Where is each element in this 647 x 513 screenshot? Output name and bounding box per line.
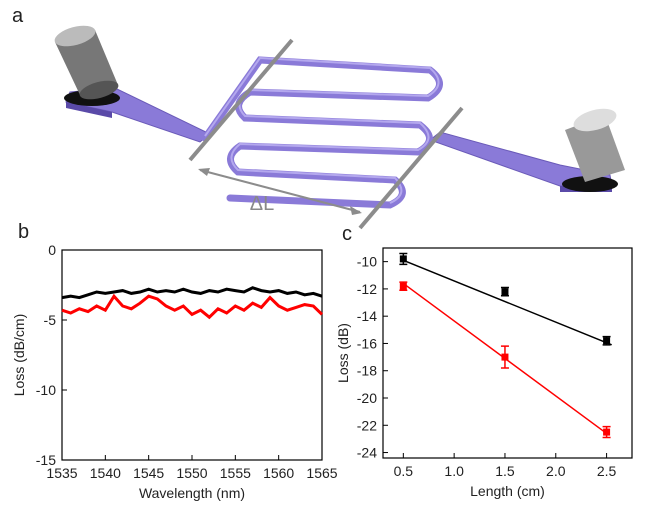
x-tick-label: 0.5 <box>394 463 414 479</box>
x-axis-label: Length (cm) <box>470 483 545 499</box>
delta-l-label: ΔL <box>250 193 274 215</box>
y-tick-label: -20 <box>357 390 377 406</box>
data-point <box>399 255 407 263</box>
data-point <box>501 288 509 296</box>
x-tick-label: 1.0 <box>444 463 464 479</box>
x-tick-label: 1535 <box>46 465 77 481</box>
data-point <box>501 353 509 361</box>
x-axis-label: Wavelength (nm) <box>139 485 245 501</box>
y-tick-label: -12 <box>357 281 377 297</box>
data-line <box>61 293 324 320</box>
data-point <box>603 337 611 345</box>
plot-frame <box>61 249 323 461</box>
data-line <box>61 286 323 300</box>
panel-label: c <box>342 223 352 245</box>
y-tick-label: 0 <box>48 242 56 258</box>
y-axis-label: Loss (dB/cm) <box>11 314 27 396</box>
y-tick-label: -24 <box>357 445 377 461</box>
x-tick-label: 1560 <box>263 465 294 481</box>
y-tick-label: -14 <box>357 308 377 324</box>
y-axis-label: Loss (dB) <box>335 323 351 383</box>
x-tick-label: 1540 <box>90 465 121 481</box>
x-tick-label: 2.5 <box>597 463 617 479</box>
y-tick-label: -18 <box>357 363 377 379</box>
x-tick-label: 1550 <box>176 465 207 481</box>
plot-frame <box>382 247 633 459</box>
x-tick-label: 2.0 <box>546 463 566 479</box>
y-tick-label: -22 <box>357 417 377 433</box>
data-point <box>603 428 611 436</box>
x-tick-label: 1545 <box>133 465 164 481</box>
device-illustration <box>54 25 625 230</box>
x-tick-label: 1.5 <box>495 463 515 479</box>
y-tick-label: -16 <box>357 335 377 351</box>
panel-label: a <box>12 5 24 27</box>
x-tick-label: 1555 <box>220 465 251 481</box>
y-tick-label: -5 <box>44 312 57 328</box>
y-tick-label: -10 <box>357 254 377 270</box>
y-tick-label: -10 <box>36 382 56 398</box>
data-point <box>399 282 407 290</box>
y-tick-label: -15 <box>36 452 56 468</box>
x-tick-label: 1565 <box>306 465 337 481</box>
panel-label: b <box>18 221 29 243</box>
fit-line <box>403 259 612 346</box>
